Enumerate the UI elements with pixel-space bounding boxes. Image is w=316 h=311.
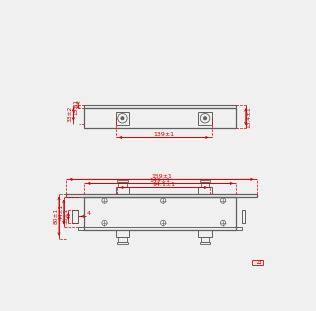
Bar [118,237,127,242]
Bar [242,210,245,223]
Text: ⊿: ⊿ [255,259,261,265]
Bar [201,182,210,187]
Bar [78,227,242,230]
Text: 139±1: 139±1 [153,132,174,137]
Text: 4: 4 [87,211,90,216]
Bar [116,187,129,194]
Bar [198,112,212,125]
Text: 15±1: 15±1 [73,99,78,114]
Text: 80±1: 80±1 [53,208,58,224]
Bar [201,237,210,242]
Bar [200,242,210,244]
Bar [198,230,212,237]
Circle shape [121,117,124,120]
Bar [84,108,236,128]
Bar [116,112,129,125]
Text: 94.1±1: 94.1±1 [152,182,175,187]
Text: 149±1: 149±1 [150,178,171,183]
Bar [118,182,127,187]
Text: 159±1: 159±1 [151,174,172,179]
Bar [84,197,236,230]
Text: 44±1: 44±1 [58,204,64,220]
Text: 13.4±1: 13.4±1 [246,106,251,128]
Bar [117,242,128,244]
Circle shape [204,117,207,120]
Bar [84,105,236,108]
Bar [198,187,212,194]
Bar [72,210,78,223]
Text: 35±1: 35±1 [64,208,69,224]
Bar [117,180,128,182]
Bar [66,194,257,197]
Bar [200,180,210,182]
Bar [116,230,129,237]
Text: 33±2: 33±2 [68,106,73,123]
